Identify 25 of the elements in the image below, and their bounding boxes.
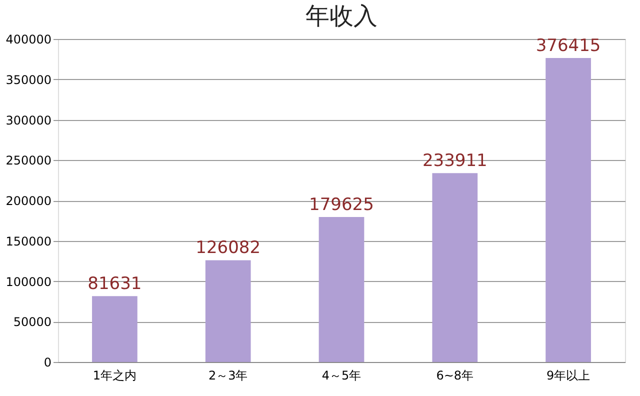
data-label: 233911 bbox=[422, 151, 488, 172]
bar bbox=[546, 58, 591, 362]
y-tick-label: 350000 bbox=[6, 72, 52, 87]
bar bbox=[432, 173, 478, 362]
data-label: 376415 bbox=[536, 36, 601, 56]
y-tick-label: 250000 bbox=[6, 154, 52, 168]
y-tick-label: 200000 bbox=[6, 194, 52, 208]
y-tick-label: 100000 bbox=[6, 274, 52, 289]
x-tick-label: 6~8年 bbox=[436, 368, 474, 382]
y-tick-label: 300000 bbox=[6, 113, 52, 128]
chart-title: 年收入 bbox=[306, 2, 378, 30]
bar bbox=[318, 216, 364, 362]
data-label: 179625 bbox=[309, 194, 374, 215]
y-tick-label: 400000 bbox=[6, 32, 52, 46]
x-tick-label: 2～3年 bbox=[208, 368, 248, 382]
bar bbox=[205, 260, 251, 362]
y-tick-label: 150000 bbox=[6, 234, 52, 248]
x-tick-label: 9年以上 bbox=[546, 368, 590, 382]
x-tick-label: 4～5年 bbox=[322, 368, 362, 382]
y-tick-label: 50000 bbox=[13, 315, 52, 330]
data-label: 81631 bbox=[88, 274, 142, 294]
y-tick-label: 0 bbox=[44, 356, 52, 370]
data-label: 126082 bbox=[196, 238, 261, 258]
bar bbox=[92, 296, 138, 362]
x-tick-label: 1年之内 bbox=[92, 368, 137, 382]
